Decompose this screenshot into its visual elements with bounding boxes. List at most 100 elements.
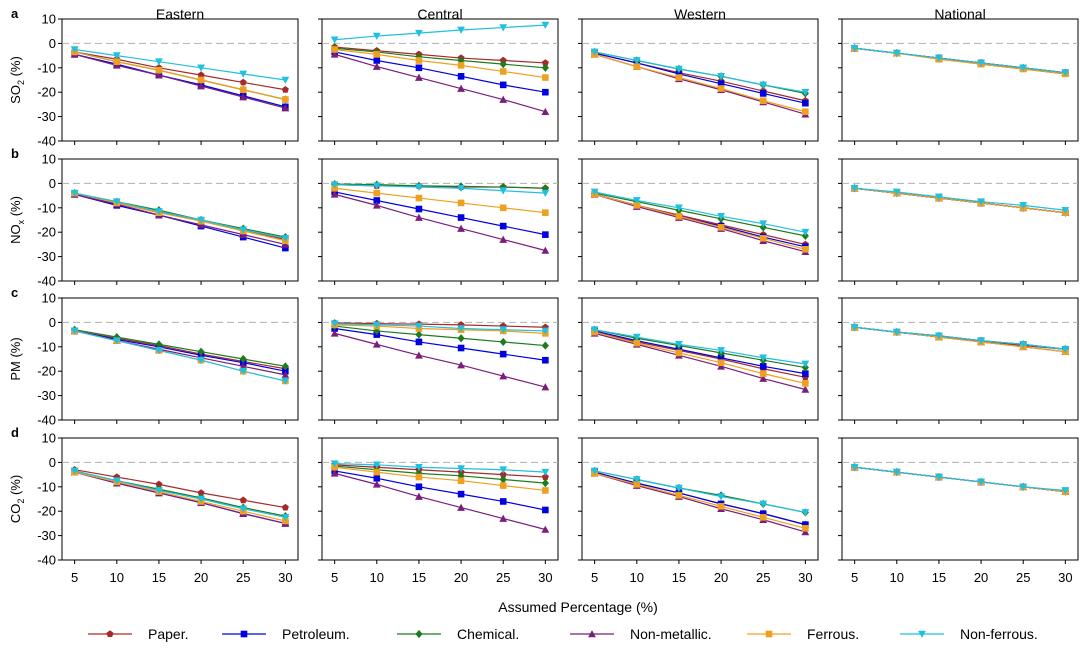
series-non-ferrous bbox=[70, 327, 290, 385]
series-line bbox=[594, 52, 806, 104]
data-point bbox=[239, 86, 247, 94]
y-tick-label: -40 bbox=[37, 274, 56, 289]
data-point bbox=[759, 514, 767, 521]
data-point bbox=[499, 187, 508, 195]
series-line bbox=[594, 193, 806, 245]
data-point bbox=[499, 81, 507, 89]
data-point bbox=[415, 213, 423, 221]
data-point bbox=[499, 475, 507, 484]
panel-a-national bbox=[838, 18, 1079, 145]
data-point bbox=[801, 509, 810, 517]
series-non-ferrous bbox=[590, 188, 810, 237]
x-tick-label: 20 bbox=[194, 570, 208, 585]
panel-d-eastern: 10 0 -10 -20 -30 -40 bbox=[37, 431, 299, 568]
x-tick-label: 25 bbox=[236, 570, 250, 585]
y-axis-label-row-3: PM (%) bbox=[8, 337, 23, 380]
x-tick-label: 30 bbox=[1058, 570, 1072, 585]
data-point bbox=[415, 29, 423, 38]
data-point bbox=[457, 503, 465, 511]
data-point bbox=[373, 197, 381, 204]
data-point bbox=[717, 73, 725, 81]
data-point bbox=[541, 63, 549, 72]
series-ferrous bbox=[331, 46, 549, 81]
data-point bbox=[330, 181, 339, 189]
series-line bbox=[334, 183, 546, 189]
data-point bbox=[850, 323, 859, 332]
data-point bbox=[457, 84, 465, 92]
series-chemical bbox=[591, 189, 809, 240]
panel-d-western bbox=[578, 437, 819, 564]
y-tick-label: -20 bbox=[37, 364, 56, 379]
data-point bbox=[759, 97, 767, 105]
data-point bbox=[632, 197, 641, 205]
data-point bbox=[675, 349, 683, 357]
data-point bbox=[802, 380, 809, 387]
column-title-western: Western bbox=[674, 6, 726, 22]
panel-d-central bbox=[318, 437, 559, 564]
series-line bbox=[334, 332, 546, 388]
data-point bbox=[675, 65, 683, 73]
data-point bbox=[499, 60, 507, 69]
x-tick-label: 5 bbox=[851, 570, 858, 585]
data-point bbox=[415, 205, 423, 213]
series-line bbox=[594, 331, 806, 378]
data-point bbox=[542, 231, 549, 238]
series-line bbox=[74, 192, 286, 239]
data-point bbox=[802, 99, 809, 107]
legend-label: Ferrous. bbox=[807, 626, 859, 642]
data-point bbox=[542, 88, 549, 96]
series-line bbox=[594, 53, 806, 113]
data-point bbox=[590, 48, 599, 56]
data-point bbox=[373, 51, 381, 58]
panels: 10 0 -10 -20 -30 -40 10 0 -10 -20 -30 -40 10 0 -10 -20 -… bbox=[37, 12, 1079, 568]
panel-frame bbox=[321, 297, 559, 421]
series-non-metallic bbox=[590, 50, 810, 118]
panel-frame bbox=[61, 437, 299, 561]
data-point bbox=[590, 188, 599, 196]
series-line bbox=[334, 465, 546, 484]
y-tick-label: -20 bbox=[37, 504, 56, 519]
data-point bbox=[717, 362, 725, 370]
series-line bbox=[74, 470, 286, 518]
data-point bbox=[499, 466, 508, 474]
panel-frame bbox=[321, 437, 559, 561]
data-point bbox=[759, 500, 768, 508]
series-non-metallic bbox=[330, 329, 550, 391]
panel-frame bbox=[61, 18, 299, 142]
series-non-metallic bbox=[590, 190, 810, 256]
data-point bbox=[330, 36, 339, 44]
data-point bbox=[675, 70, 683, 78]
data-point bbox=[801, 360, 810, 368]
series-line bbox=[74, 51, 286, 101]
data-point bbox=[541, 107, 550, 116]
data-point bbox=[372, 321, 381, 329]
row-labels: a b c d SO2 (%) NOx (%) PM (%) CO2 (%) bbox=[8, 6, 26, 523]
data-point bbox=[541, 59, 549, 66]
series-non-ferrous bbox=[330, 460, 550, 477]
series-non-ferrous bbox=[850, 463, 1070, 495]
panel-frame bbox=[321, 18, 559, 142]
panel-a-western bbox=[578, 18, 819, 145]
y-tick-label: -20 bbox=[37, 225, 56, 240]
data-point bbox=[415, 483, 423, 491]
data-point bbox=[632, 476, 641, 484]
data-point bbox=[977, 337, 985, 345]
x-tick-label: 20 bbox=[454, 570, 468, 585]
data-point bbox=[457, 334, 465, 343]
data-point bbox=[330, 50, 339, 58]
data-point bbox=[70, 327, 79, 335]
data-point bbox=[457, 224, 465, 232]
x-tick-labels: 5 10 15 20 25 30 5 10 15 20 25 30 5 10 15 20 25 30 5 10 15 20… bbox=[71, 570, 1073, 585]
data-point bbox=[759, 354, 768, 362]
series-line bbox=[334, 53, 546, 113]
data-point bbox=[1019, 341, 1028, 349]
data-point bbox=[499, 204, 507, 212]
series-line bbox=[334, 46, 546, 64]
data-point bbox=[372, 480, 381, 488]
y-tick-label: -30 bbox=[37, 249, 56, 264]
series-line bbox=[334, 327, 546, 361]
series-line bbox=[594, 192, 806, 237]
panel-frame bbox=[61, 297, 299, 421]
data-point bbox=[717, 213, 725, 221]
